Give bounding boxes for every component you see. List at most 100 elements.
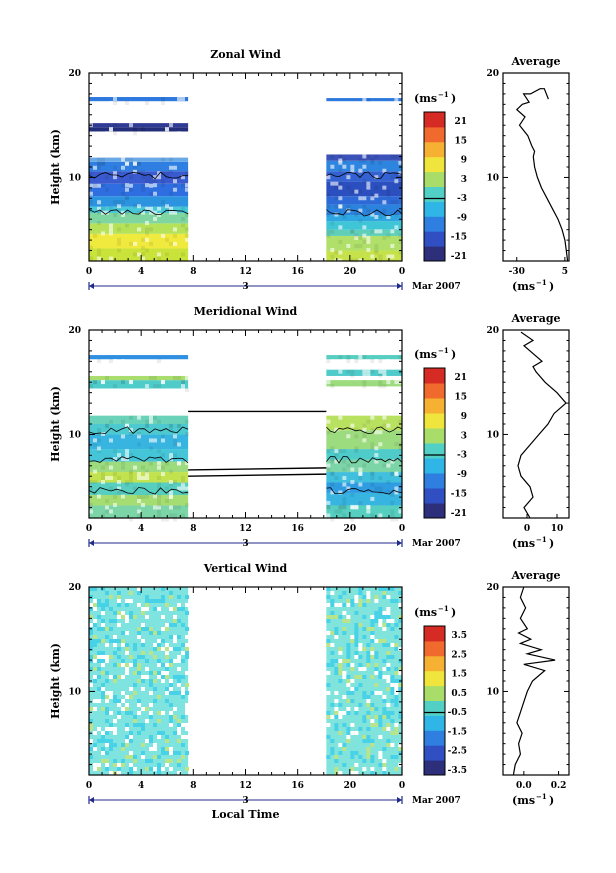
data-cell [394,154,399,159]
data-band [326,235,402,251]
data-cell [181,183,185,188]
x-tick-label: 20 [344,781,357,791]
data-area [89,587,189,775]
data-cell [129,517,133,522]
y-axis-label: Height (km) [49,129,62,205]
data-cell [382,711,387,715]
data-cell [181,643,185,647]
gap-cell [185,486,189,491]
data-cell [362,739,367,743]
gap-cell [390,619,395,623]
gap-cell [173,659,177,663]
gap-cell [113,643,117,647]
gap-cell [354,771,359,775]
data-cell [149,191,153,196]
gap-cell [350,687,355,691]
gap-cell [137,517,141,522]
y-axis-label: Height (km) [49,386,62,462]
gap-cell [338,225,343,230]
data-cell [334,671,339,675]
gap-cell [362,438,367,443]
colorbar-tick-label: 3 [461,431,467,441]
data-cell [326,639,331,643]
gap-cell [121,165,125,170]
data-cell [117,206,121,211]
data-cell [382,615,387,619]
date-axis-arrow [89,283,94,289]
data-cell [390,687,395,691]
data-cell [326,359,331,364]
data-cell [181,206,185,211]
gap-cell [366,591,371,595]
colorbar-tick-label: 21 [454,373,467,383]
data-cell [153,699,157,703]
data-cell [137,210,141,215]
data-cell [101,639,105,643]
data-cell [354,639,359,643]
data-cell [157,671,161,675]
data-cell [362,735,367,739]
gap-cell [362,154,367,159]
data-cell [177,647,181,651]
data-cell [109,747,113,751]
data-cell [370,631,375,635]
data-cell [149,179,153,184]
data-cell [109,607,113,611]
gap-cell [378,755,383,759]
data-cell [330,446,335,451]
gap-cell [145,476,149,481]
data-cell [113,695,117,699]
data-cell [141,187,145,192]
contour-line [326,455,403,464]
data-cell [338,595,343,599]
data-cell [185,212,189,217]
data-band [326,459,402,473]
gap-cell [137,415,141,420]
gap-cell [157,212,161,217]
gap-cell [93,165,97,170]
data-cell [362,719,367,723]
gap-cell [338,659,343,663]
gap-cell [362,233,367,238]
connector-line [188,467,327,471]
gap-cell [161,671,165,675]
data-cell [101,683,105,687]
gap-cell [358,471,363,476]
data-cell [181,659,185,663]
data-cell [133,663,137,667]
gap-cell [153,183,157,188]
data-cell [338,504,343,509]
data-cell [157,419,161,424]
data-cell [378,587,383,591]
gap-cell [386,215,391,220]
gap-cell [169,711,173,715]
data-cell [390,492,395,497]
gap-cell [149,206,153,211]
gap-cell [157,252,161,257]
gap-cell [334,181,339,186]
data-band [326,171,402,182]
gap-cell [366,509,371,514]
gap-cell [378,513,383,518]
data-cell [362,695,367,699]
profile-line [512,586,556,776]
data-cell [374,667,379,671]
profile-line [517,331,567,519]
gap-cell [378,735,383,739]
data-cell [366,715,371,719]
gap-cell [362,196,367,201]
data-cell [153,687,157,691]
data-cell [173,675,177,679]
x-tick-label: 20 [344,267,357,277]
data-cell [390,471,395,476]
gap-cell [342,611,347,615]
profile-frame [502,72,570,262]
data-cell [117,655,121,659]
data-cell [129,755,133,759]
gap-cell [366,504,371,509]
gap-cell [93,747,97,751]
data-cell [141,127,145,132]
data-cell [161,639,165,643]
gap-cell [89,623,93,627]
gap-cell [125,183,129,188]
